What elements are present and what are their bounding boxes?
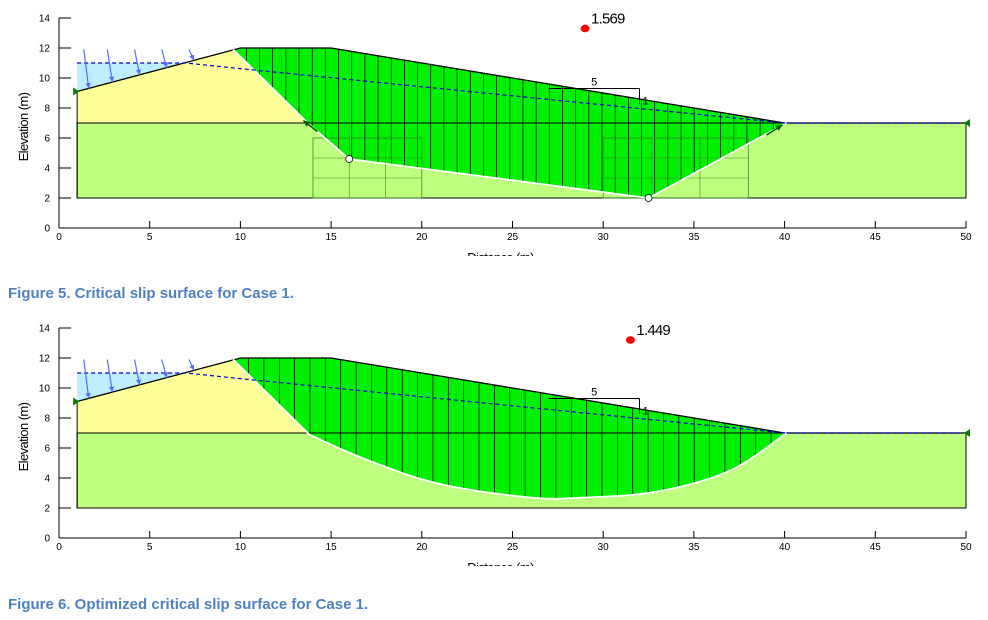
- x-tick-label: 45: [870, 542, 882, 553]
- y-axis-label: Elevation (m): [16, 402, 31, 471]
- y-tick-label: 0: [44, 534, 50, 545]
- x-tick-label: 50: [960, 542, 972, 553]
- entry-arrow-head: [303, 120, 311, 127]
- figure-5-svg: 5 1 1.569 0 2 4 6 8 10 12 14 0 5 10 15 20 25 30 35 40 45 50 Di…: [16, 11, 972, 266]
- y-tick-label: 2: [44, 504, 50, 515]
- boundary-marker-left: [73, 87, 80, 96]
- y-tick-label: 4: [44, 164, 50, 175]
- y-tick-label: 2: [44, 194, 50, 205]
- water-load-arrow-head: [135, 379, 142, 385]
- x-tick-label: 15: [326, 542, 338, 553]
- water-load-arrow: [83, 359, 90, 399]
- boundary-marker-right: [964, 119, 970, 127]
- slope-ratio-rise-label: 1: [642, 406, 648, 418]
- figure-5-chart: 5 1 1.569 0 2 4 6 8 10 12 14 0 5 10 15 20 25 30 35 40 45 50 Di…: [0, 0, 988, 266]
- water-load-arrow: [106, 49, 113, 83]
- x-axis-label: Distance (m): [467, 250, 534, 256]
- slope-ratio-run-label: 5: [591, 387, 597, 399]
- x-tick-label: 35: [688, 232, 700, 243]
- boundary-marker-right: [964, 429, 970, 437]
- search-grid-box: [602, 137, 749, 199]
- x-tick-label: 50: [960, 232, 972, 243]
- x-tick-label: 0: [56, 542, 62, 553]
- y-tick-label: 12: [39, 354, 51, 365]
- x-tick-label: 5: [147, 232, 153, 243]
- y-tick-label: 14: [39, 324, 51, 335]
- exit-arrow-head: [775, 125, 783, 131]
- y-axis-label: Elevation (m): [16, 92, 31, 161]
- x-tick-label: 25: [507, 232, 519, 243]
- slope-ratio-rise-label: 1: [642, 96, 648, 108]
- y-tick-label: 8: [44, 414, 50, 425]
- water-table: [77, 62, 966, 124]
- x-tick-label: 10: [235, 542, 247, 553]
- figure-5-caption: Figure 5. Critical slip surface for Case…: [8, 285, 294, 302]
- x-tick-label: 5: [147, 542, 153, 553]
- x-tick-label: 15: [326, 232, 338, 243]
- x-tick-label: 10: [235, 232, 247, 243]
- water-load-arrow-head: [135, 69, 142, 75]
- slope-ratio-run-label: 5: [591, 77, 597, 89]
- x-tick-label: 30: [598, 232, 610, 243]
- figure-6-svg: 5 1 1.449 0 2 4 6 8 10 12 14 0 5 10 15 20 25 30 35 40 45 50 Di…: [16, 322, 972, 575]
- y-tick-label: 14: [39, 14, 51, 25]
- x-axis-label: Distance (m): [467, 560, 534, 566]
- slip-control-point: [345, 155, 354, 163]
- boundary-marker-left: [73, 397, 80, 406]
- water-load-arrow-head: [189, 54, 195, 61]
- x-tick-label: 25: [507, 542, 519, 553]
- figure-6-chart: 5 1 1.449 0 2 4 6 8 10 12 14 0 5 10 15 20 25 30 35 40 45 50 Di…: [0, 310, 988, 575]
- slip-surface: [232, 358, 787, 500]
- water-load-arrow-head: [162, 371, 168, 378]
- x-tick-label: 40: [779, 542, 791, 553]
- x-tick-label: 35: [688, 542, 700, 553]
- x-tick-label: 30: [598, 542, 610, 553]
- slip-control-point: [644, 194, 653, 202]
- water-load-arrow-head: [85, 392, 91, 399]
- factor-of-safety-label: 1.569: [591, 11, 625, 28]
- water-load-arrow-head: [189, 364, 195, 371]
- factor-of-safety-label: 1.449: [636, 322, 670, 339]
- y-tick-label: 10: [39, 74, 51, 85]
- y-tick-label: 6: [44, 444, 50, 455]
- x-tick-label: 40: [779, 232, 791, 243]
- y-tick-label: 8: [44, 104, 50, 115]
- y-tick-label: 12: [39, 44, 51, 55]
- water-table: [77, 372, 966, 434]
- water-load-arrow-head: [108, 76, 115, 83]
- x-tick-label: 20: [416, 232, 428, 243]
- y-tick-label: 6: [44, 134, 50, 145]
- water-load-arrow: [83, 49, 90, 89]
- fos-marker-dot: [625, 336, 635, 344]
- water-load-arrow-head: [85, 82, 91, 89]
- fos-marker-dot: [580, 24, 590, 33]
- water-load-arrow-head: [108, 386, 115, 393]
- water-load-arrow: [106, 359, 113, 393]
- figure-6-caption: Figure 6. Optimized critical slip surfac…: [8, 596, 369, 613]
- y-tick-label: 10: [39, 384, 51, 395]
- y-tick-label: 4: [44, 474, 50, 485]
- y-tick-label: 0: [44, 224, 50, 235]
- x-tick-label: 45: [870, 232, 882, 243]
- x-tick-label: 20: [416, 542, 428, 553]
- water-load-arrow-head: [162, 61, 168, 68]
- x-tick-label: 0: [56, 232, 62, 243]
